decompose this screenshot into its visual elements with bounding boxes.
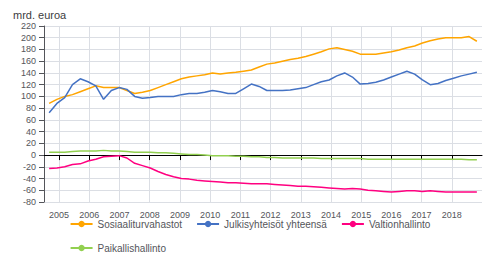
svg-text:2012: 2012 (260, 209, 281, 220)
svg-text:-40: -40 (23, 174, 36, 184)
svg-text:Sosiaaliturvahastot: Sosiaaliturvahastot (98, 219, 183, 230)
svg-text:0: 0 (31, 150, 36, 160)
svg-text:80: 80 (26, 103, 36, 113)
svg-text:2015: 2015 (351, 209, 372, 220)
svg-text:2010: 2010 (200, 210, 220, 220)
svg-text:Paikallishallinto: Paikallishallinto (98, 243, 167, 254)
svg-text:2017: 2017 (411, 209, 432, 220)
svg-text:-80: -80 (23, 197, 36, 207)
svg-text:2016: 2016 (381, 209, 402, 220)
svg-text:160: 160 (21, 56, 36, 66)
svg-text:20: 20 (26, 138, 36, 148)
svg-text:-60: -60 (23, 185, 36, 195)
svg-text:2008: 2008 (139, 209, 160, 220)
svg-text:40: 40 (26, 127, 36, 137)
svg-text:180: 180 (21, 44, 36, 54)
svg-text:2006: 2006 (79, 210, 99, 220)
svg-text:Julkisyhteisöt yhteensä: Julkisyhteisöt yhteensä (224, 219, 327, 230)
svg-text:Valtionhallinto: Valtionhallinto (369, 219, 431, 230)
svg-text:2013: 2013 (290, 209, 311, 220)
svg-text:2018: 2018 (442, 210, 462, 220)
svg-text:2007: 2007 (109, 209, 130, 220)
svg-text:60: 60 (26, 115, 36, 125)
svg-text:2011: 2011 (230, 209, 250, 220)
svg-text:2005: 2005 (49, 210, 69, 220)
svg-text:140: 140 (21, 68, 36, 78)
svg-text:2014: 2014 (320, 209, 341, 220)
svg-text:2009: 2009 (169, 209, 190, 220)
svg-text:100: 100 (21, 91, 36, 101)
svg-text:120: 120 (21, 80, 36, 90)
svg-text:200: 200 (21, 33, 36, 43)
svg-text:-20: -20 (23, 162, 36, 172)
svg-text:220: 220 (21, 21, 36, 31)
svg-text:mrd. euroa: mrd. euroa (13, 9, 67, 21)
